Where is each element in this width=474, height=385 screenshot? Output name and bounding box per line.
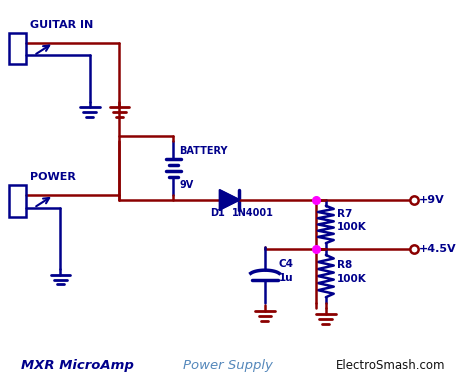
Text: 100K: 100K <box>337 274 366 284</box>
Text: MXR MicroAmp: MXR MicroAmp <box>21 359 134 372</box>
Text: 100K: 100K <box>337 223 366 233</box>
Text: POWER: POWER <box>30 172 76 182</box>
Polygon shape <box>219 190 239 210</box>
Text: Power Supply: Power Supply <box>183 359 273 372</box>
Bar <box>9 185 26 217</box>
Text: 1u: 1u <box>279 273 293 283</box>
Text: ElectroSmash.com: ElectroSmash.com <box>336 359 445 372</box>
Text: D1: D1 <box>210 208 225 218</box>
Text: R7: R7 <box>337 209 352 219</box>
Text: R8: R8 <box>337 260 352 270</box>
Text: C4: C4 <box>279 259 294 269</box>
Bar <box>9 33 26 64</box>
Text: 1N4001: 1N4001 <box>231 208 273 218</box>
Text: 9V: 9V <box>179 180 193 190</box>
Text: +4.5V: +4.5V <box>419 244 457 254</box>
Text: BATTERY: BATTERY <box>179 146 228 156</box>
Text: GUITAR IN: GUITAR IN <box>30 20 93 30</box>
Text: +9V: +9V <box>419 195 445 205</box>
